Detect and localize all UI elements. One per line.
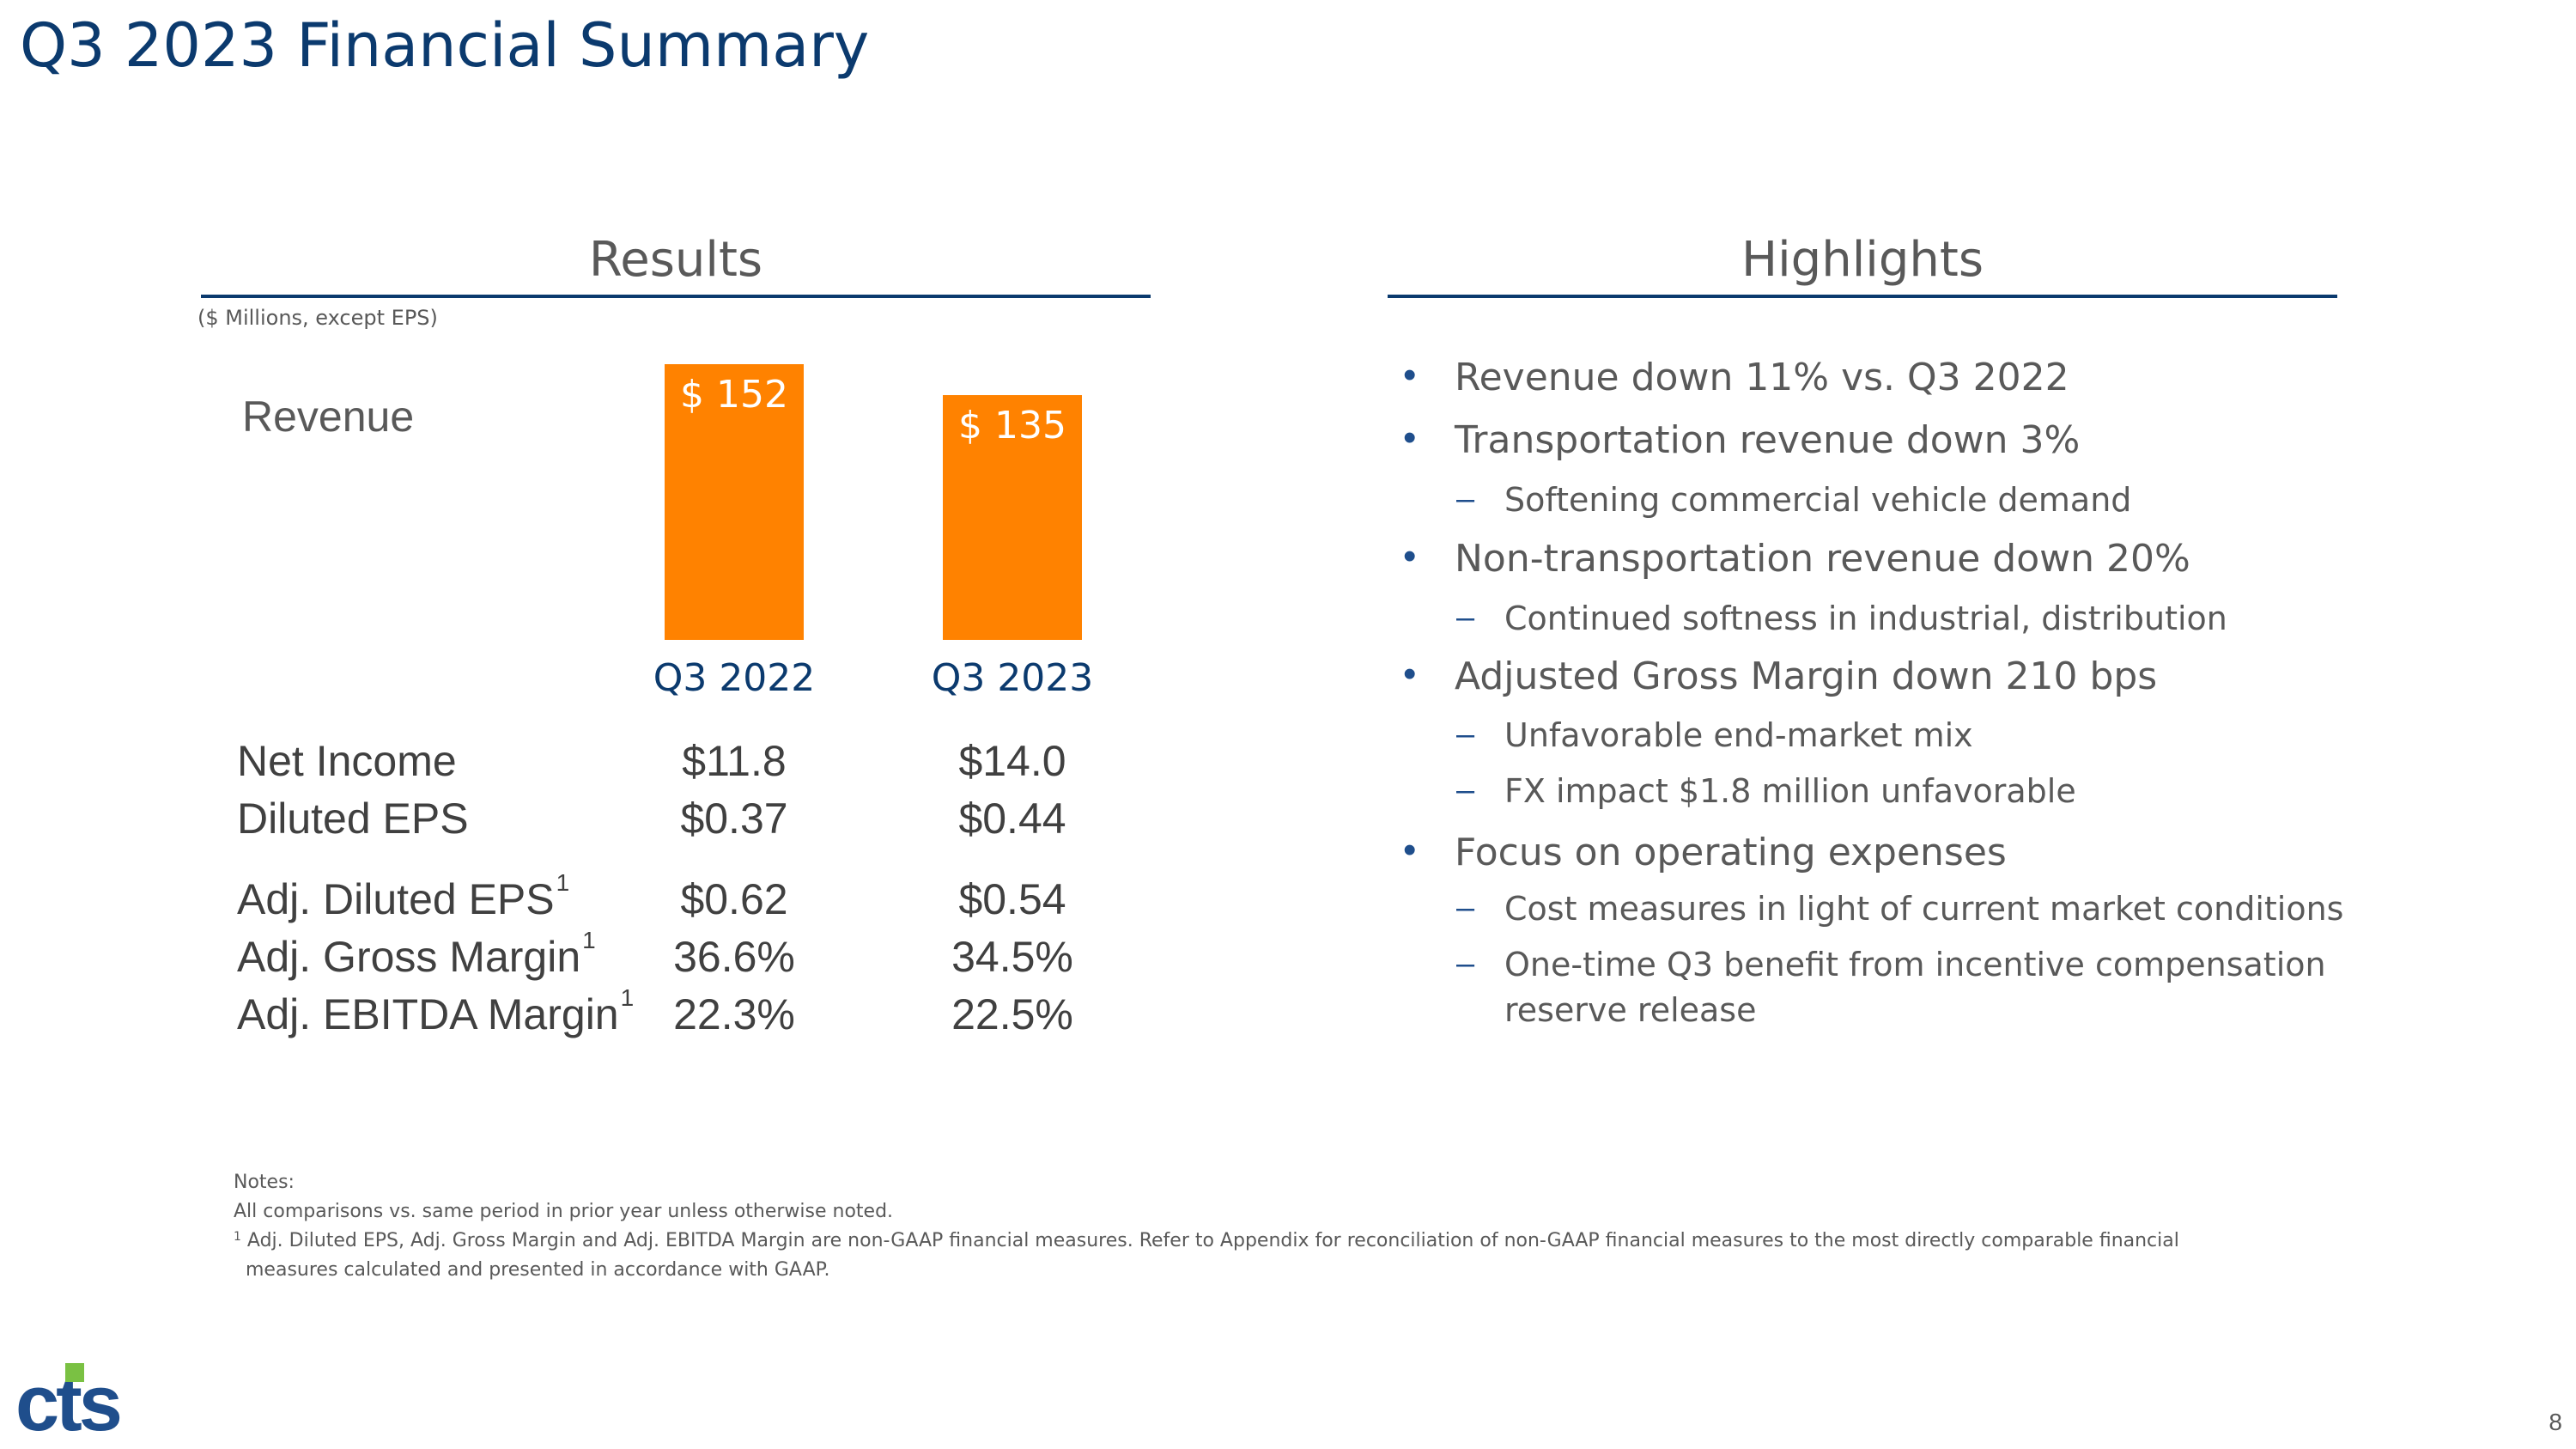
bullet-icon: • bbox=[1403, 653, 1417, 695]
metric-label: Adj. EBITDA Margin1 bbox=[237, 984, 634, 1039]
highlight-subitem: FX impact $1.8 million unfavorable bbox=[1504, 772, 2076, 810]
bullet-icon: • bbox=[1403, 354, 1417, 396]
metric-label: Adj. Gross Margin1 bbox=[237, 927, 596, 982]
category-label: Q3 2023 bbox=[931, 656, 1094, 700]
revenue-bar bbox=[665, 364, 804, 640]
units-note: ($ Millions, except EPS) bbox=[197, 306, 438, 330]
metric-value-q3-2023: $0.54 bbox=[958, 875, 1066, 923]
footnote-mark: 1 bbox=[620, 984, 635, 1011]
category-label: Q3 2022 bbox=[653, 656, 816, 700]
metric-value-q3-2022: $11.8 bbox=[682, 737, 787, 785]
highlight-subitem: Softening commercial vehicle demand bbox=[1504, 481, 2132, 519]
metric-value-q3-2022: $0.37 bbox=[680, 795, 788, 843]
dash-icon: – bbox=[1456, 481, 1475, 517]
highlight-subitem: reserve release bbox=[1504, 991, 1757, 1029]
revenue-bar bbox=[943, 395, 1082, 640]
bullet-icon: • bbox=[1403, 417, 1417, 459]
cts-logo-mark: cts bbox=[15, 1360, 124, 1447]
highlight-subitem: Cost measures in light of current market… bbox=[1504, 890, 2344, 928]
dash-icon: – bbox=[1456, 890, 1475, 926]
notes-line-3: measures calculated and presented in acc… bbox=[246, 1259, 830, 1281]
metric-value-q3-2023: $14.0 bbox=[958, 737, 1066, 785]
metric-value-q3-2022: 36.6% bbox=[673, 933, 795, 981]
metric-label-text: Adj. EBITDA Margin bbox=[237, 990, 619, 1038]
notes-line-2: 1 Adj. Diluted EPS, Adj. Gross Margin an… bbox=[234, 1230, 2179, 1251]
highlights-heading: Highlights bbox=[1741, 232, 1984, 288]
highlight-item: Adjusted Gross Margin down 210 bps bbox=[1455, 654, 2158, 698]
metric-label: Diluted EPS bbox=[237, 794, 469, 843]
highlight-item: Non-transportation revenue down 20% bbox=[1455, 537, 2190, 581]
metric-label-text: Diluted EPS bbox=[237, 795, 469, 843]
metric-label: Net Income bbox=[237, 736, 457, 786]
metric-label-text: Adj. Diluted EPS bbox=[237, 875, 555, 923]
results-rule bbox=[201, 295, 1151, 298]
footnote-mark: 1 bbox=[556, 869, 570, 896]
bullet-icon: • bbox=[1403, 829, 1417, 871]
page-title: Q3 2023 Financial Summary bbox=[20, 10, 870, 81]
cts-logo: cts bbox=[15, 1360, 161, 1447]
revenue-label: Revenue bbox=[242, 393, 415, 441]
footnote-mark: 1 bbox=[234, 1230, 241, 1244]
metric-value-q3-2022: $0.62 bbox=[680, 875, 788, 923]
bar-value-label: $ 135 bbox=[958, 404, 1066, 447]
page-number: 8 bbox=[2549, 1409, 2562, 1435]
bar-value-label: $ 152 bbox=[680, 373, 788, 417]
dash-icon: – bbox=[1456, 600, 1475, 636]
highlight-item: Focus on operating expenses bbox=[1455, 831, 2007, 874]
metric-label-text: Adj. Gross Margin bbox=[237, 933, 581, 981]
results-heading: Results bbox=[588, 232, 763, 288]
metric-value-q3-2023: 34.5% bbox=[951, 933, 1073, 981]
dash-icon: – bbox=[1456, 716, 1475, 752]
notes-heading: Notes: bbox=[234, 1172, 295, 1193]
highlights-rule bbox=[1388, 295, 2337, 298]
footnote-mark: 1 bbox=[582, 927, 596, 953]
notes-line-1: All comparisons vs. same period in prior… bbox=[234, 1201, 894, 1222]
highlight-subitem: Continued softness in industrial, distri… bbox=[1504, 600, 2227, 637]
highlight-item: Revenue down 11% vs. Q3 2022 bbox=[1455, 356, 2069, 399]
highlight-subitem: Unfavorable end-market mix bbox=[1504, 716, 1973, 754]
bullet-icon: • bbox=[1403, 535, 1417, 577]
notes-line-2-text: Adj. Diluted EPS, Adj. Gross Margin and … bbox=[246, 1230, 2179, 1251]
dash-icon: – bbox=[1456, 772, 1475, 808]
dash-icon: – bbox=[1456, 946, 1475, 982]
highlight-subitem: One-time Q3 benefit from incentive compe… bbox=[1504, 946, 2326, 983]
metric-label: Adj. Diluted EPS1 bbox=[237, 869, 569, 924]
metric-value-q3-2022: 22.3% bbox=[673, 990, 795, 1038]
highlight-item: Transportation revenue down 3% bbox=[1455, 418, 2081, 462]
metric-value-q3-2023: $0.44 bbox=[958, 795, 1066, 843]
metric-label-text: Net Income bbox=[237, 737, 457, 785]
metric-value-q3-2023: 22.5% bbox=[951, 990, 1073, 1038]
